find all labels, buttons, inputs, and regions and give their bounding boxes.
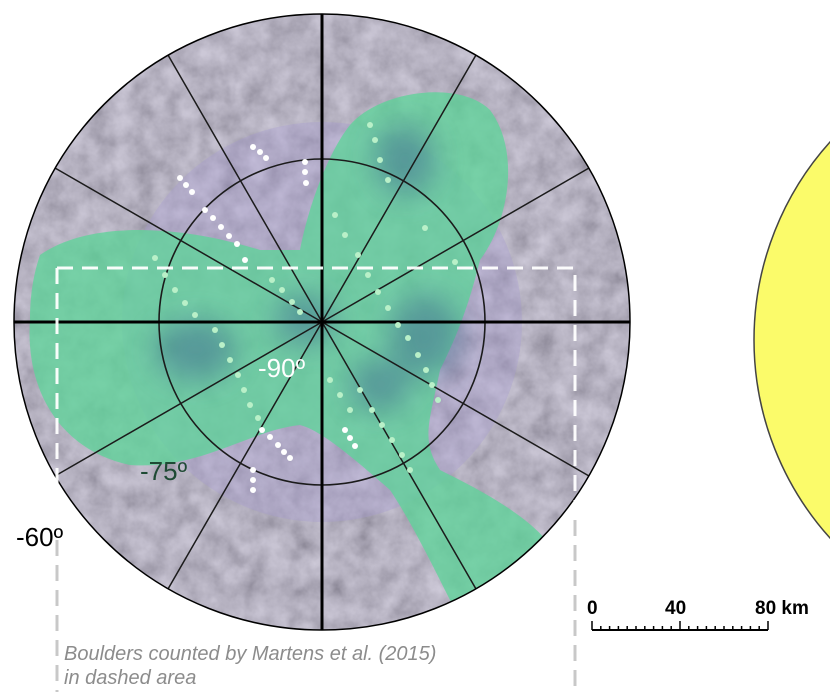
stripe-points (152, 122, 458, 473)
polar-globe (14, 14, 630, 630)
plume-overlay (29, 92, 560, 615)
globe-outline (13, 13, 631, 631)
boulder-points (177, 144, 358, 493)
inset-disc (753, 140, 830, 540)
caption-line-1: Boulders counted by Martens et al. (2015… (64, 643, 436, 665)
latitude-label-75: -75º (140, 456, 188, 486)
scale-tick-0: 0 (587, 598, 598, 619)
caption-line-2: in dashed area (64, 667, 196, 689)
scale-tick-80-km: 80 km (755, 598, 809, 619)
scale-bar: 0 40 80 km (587, 598, 809, 631)
dashed-count-area-outside (55, 520, 577, 692)
latitude-label-90: -90º (258, 353, 306, 383)
scale-tick-40: 40 (665, 598, 686, 619)
latitude-label-60: -60º (16, 522, 64, 552)
